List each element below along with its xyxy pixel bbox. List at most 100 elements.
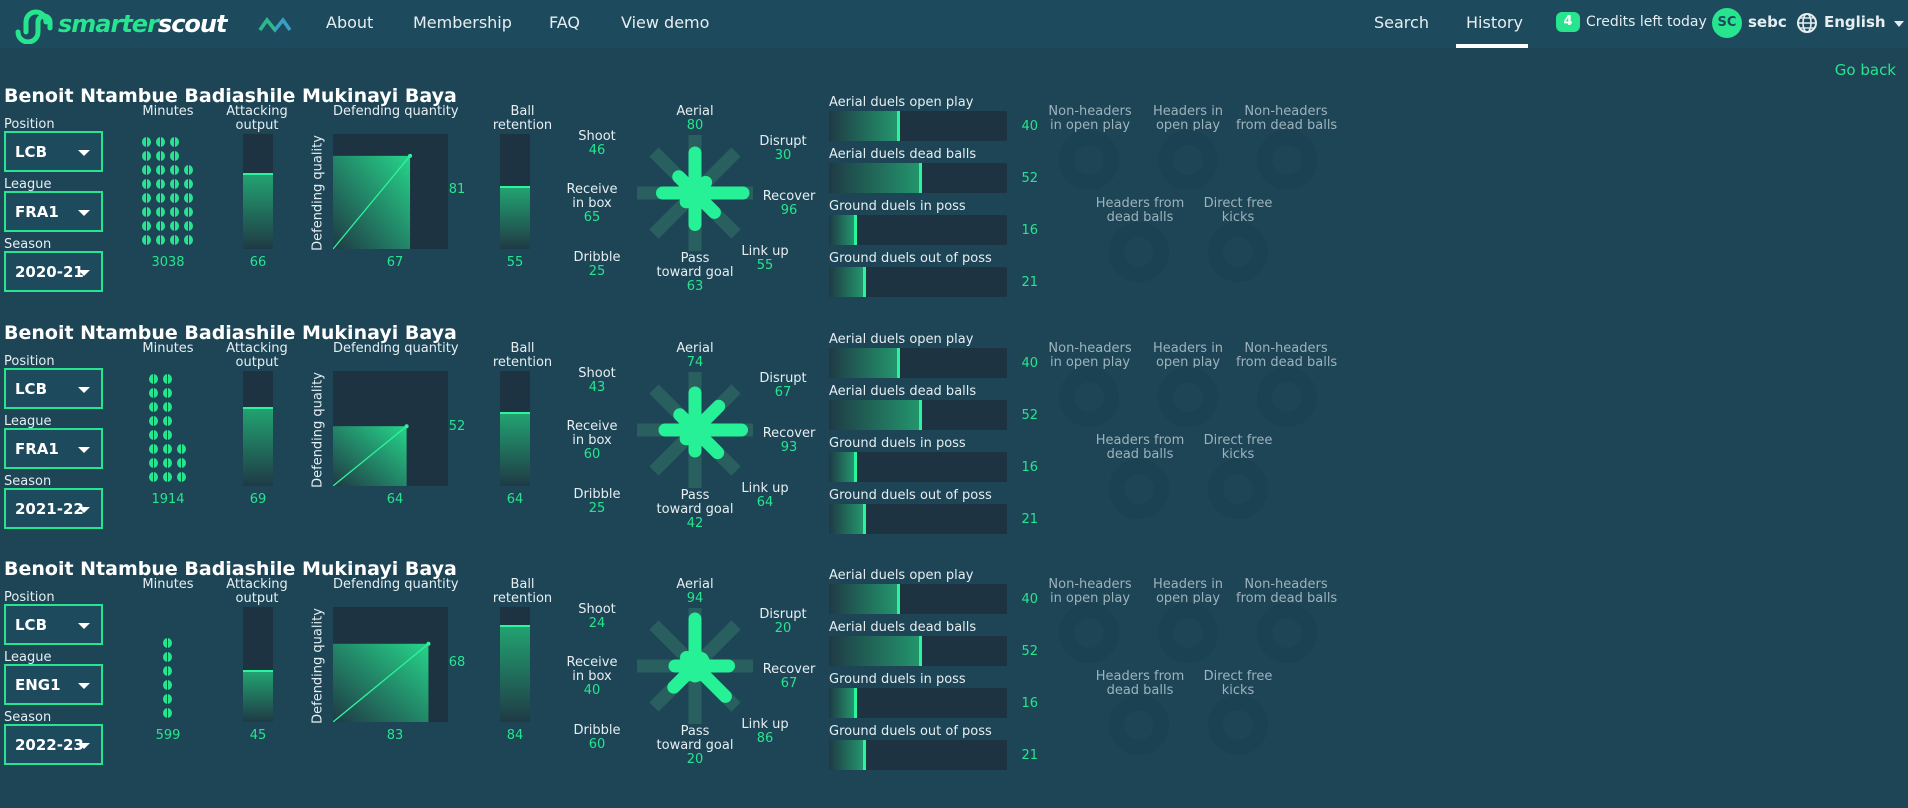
- radial-label-text: Receive: [566, 419, 618, 434]
- minutes-dot: [163, 388, 172, 398]
- season-select[interactable]: 2022-23: [4, 724, 103, 765]
- minutes-title: Minutes: [142, 104, 194, 119]
- minutes-dot: [184, 221, 193, 231]
- minutes-dot: [142, 207, 151, 217]
- nav-search[interactable]: Search: [1374, 13, 1429, 32]
- season-select[interactable]: 2020-21: [4, 251, 103, 292]
- ball-retention-bar: [500, 607, 530, 722]
- logo-text-smarter: smarter: [58, 10, 159, 38]
- duel-bar-fill: [829, 452, 858, 482]
- league-value: FRA1: [15, 440, 59, 458]
- ball-retention-bar: [500, 134, 530, 249]
- nav-history[interactable]: History: [1466, 13, 1523, 32]
- title-line: Ball: [510, 104, 535, 119]
- ball-retention-value: 55: [506, 255, 524, 270]
- minutes-dot: [156, 137, 165, 147]
- attacking-output-fill: [243, 406, 273, 486]
- globe-icon[interactable]: [1796, 12, 1818, 34]
- defending-quantity-title: Defending quantity: [333, 341, 459, 356]
- radial-label-text: Link up: [741, 244, 789, 259]
- chevron-down-icon[interactable]: [1894, 21, 1904, 27]
- nav-about[interactable]: About: [326, 13, 374, 32]
- duel-bar-fill: [829, 267, 867, 297]
- minutes-dot: [156, 235, 165, 245]
- ring-title: Non-headers in open play: [1045, 105, 1135, 133]
- radial-label-link-up: Link up 64: [740, 482, 790, 510]
- avatar[interactable]: SC: [1712, 8, 1742, 38]
- title-line: output: [235, 591, 279, 606]
- radial-value: 42: [686, 516, 704, 531]
- title-line: retention: [492, 591, 553, 606]
- radial-label-text: Dribble: [573, 487, 621, 502]
- ball-retention-title: Ball retention: [490, 105, 555, 133]
- radial-hub: [679, 650, 711, 682]
- nav-faq[interactable]: FAQ: [549, 13, 580, 32]
- radial-label-link-up: Link up 55: [740, 245, 790, 273]
- position-select[interactable]: LCB: [4, 604, 103, 645]
- nav-view-demo[interactable]: View demo: [621, 13, 710, 32]
- defending-diagonal: [333, 155, 411, 249]
- defending-quality-axis-label: Defending quality: [310, 372, 326, 488]
- smarterscout-logo[interactable]: smarterscout: [12, 4, 227, 44]
- defending-quality-value: 68: [448, 655, 466, 670]
- ring-non-headers-dead-balls: [1257, 130, 1317, 190]
- minutes-dot: [149, 430, 158, 440]
- ring-headers-open-play: [1158, 130, 1218, 190]
- minutes-dot: [156, 179, 165, 189]
- ring-title-line: from dead balls: [1236, 355, 1338, 370]
- league-select[interactable]: FRA1: [4, 191, 103, 232]
- radial-label-text: Aerial: [676, 341, 714, 356]
- minutes-dot: [170, 179, 179, 189]
- ring-title: Direct free kicks: [1193, 670, 1283, 698]
- minutes-dot: [184, 235, 193, 245]
- season-label: Season: [4, 237, 52, 252]
- ring-title: Headers in open play: [1143, 342, 1233, 370]
- radial-value: 65: [583, 210, 601, 225]
- league-select[interactable]: FRA1: [4, 428, 103, 469]
- player-season-row: Benoit Ntambue Badiashile Mukinayi Baya …: [0, 322, 1908, 559]
- league-label: League: [4, 414, 52, 429]
- ring-title: Headers from dead balls: [1095, 434, 1185, 462]
- league-select[interactable]: ENG1: [4, 664, 103, 705]
- ring-title: Non-headers from dead balls: [1236, 105, 1337, 133]
- username[interactable]: sebc: [1748, 13, 1787, 31]
- season-value: 2020-21: [15, 263, 84, 281]
- ring-title-line: in open play: [1049, 355, 1131, 370]
- duel-value: 21: [1021, 512, 1038, 527]
- ring-title-line: Headers in: [1152, 104, 1224, 119]
- radial-label-dribble: Dribble 25: [572, 251, 622, 279]
- go-back-link[interactable]: Go back: [1834, 61, 1896, 79]
- minutes-dot: [163, 430, 172, 440]
- minutes-dot: [142, 137, 151, 147]
- ring-non-headers-open-play: [1059, 130, 1119, 190]
- ring-title: Headers in open play: [1143, 105, 1233, 133]
- ball-retention-value: 64: [506, 492, 524, 507]
- duel-title: Ground duels out of poss: [829, 251, 992, 266]
- radial-label-recover: Recover 93: [762, 427, 816, 455]
- position-select[interactable]: LCB: [4, 368, 103, 409]
- wave-logo-icon[interactable]: [258, 14, 292, 34]
- language-select[interactable]: English: [1824, 13, 1886, 31]
- minutes-value: 1914: [151, 492, 185, 507]
- position-select[interactable]: LCB: [4, 131, 103, 172]
- nav-membership[interactable]: Membership: [413, 13, 512, 32]
- minutes-dot: [149, 402, 158, 412]
- radial-label-pass-toward-goal: Pass toward goal 42: [650, 489, 740, 531]
- season-select[interactable]: 2021-22: [4, 488, 103, 529]
- minutes-dots: [142, 137, 198, 249]
- duel-value: 52: [1021, 408, 1038, 423]
- defending-point: [404, 424, 409, 429]
- minutes-dot: [170, 165, 179, 175]
- duel-value: 21: [1021, 275, 1038, 290]
- defending-quality-value: 52: [448, 419, 466, 434]
- minutes-dot: [184, 207, 193, 217]
- radial-value: 80: [686, 118, 704, 133]
- radial-label-aerial: Aerial 74: [670, 342, 720, 370]
- duel-title: Ground duels in poss: [829, 436, 966, 451]
- radial-value: 24: [588, 616, 606, 631]
- minutes-dots: [142, 374, 198, 486]
- ring-title-line: kicks: [1221, 683, 1255, 698]
- ring-title-line: Direct free: [1203, 196, 1273, 211]
- defending-chart-svg: [333, 153, 413, 249]
- duel-bar: [829, 111, 1007, 141]
